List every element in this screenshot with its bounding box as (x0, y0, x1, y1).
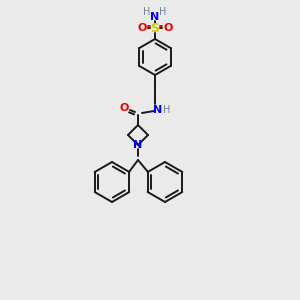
Text: H: H (159, 7, 167, 17)
Text: N: N (134, 140, 142, 150)
Text: H: H (143, 7, 151, 17)
Text: N: N (153, 105, 163, 115)
Text: N: N (150, 12, 160, 22)
Text: O: O (119, 103, 129, 113)
Text: O: O (163, 23, 173, 33)
Text: O: O (137, 23, 147, 33)
Text: H: H (163, 105, 171, 115)
Text: S: S (151, 22, 160, 34)
